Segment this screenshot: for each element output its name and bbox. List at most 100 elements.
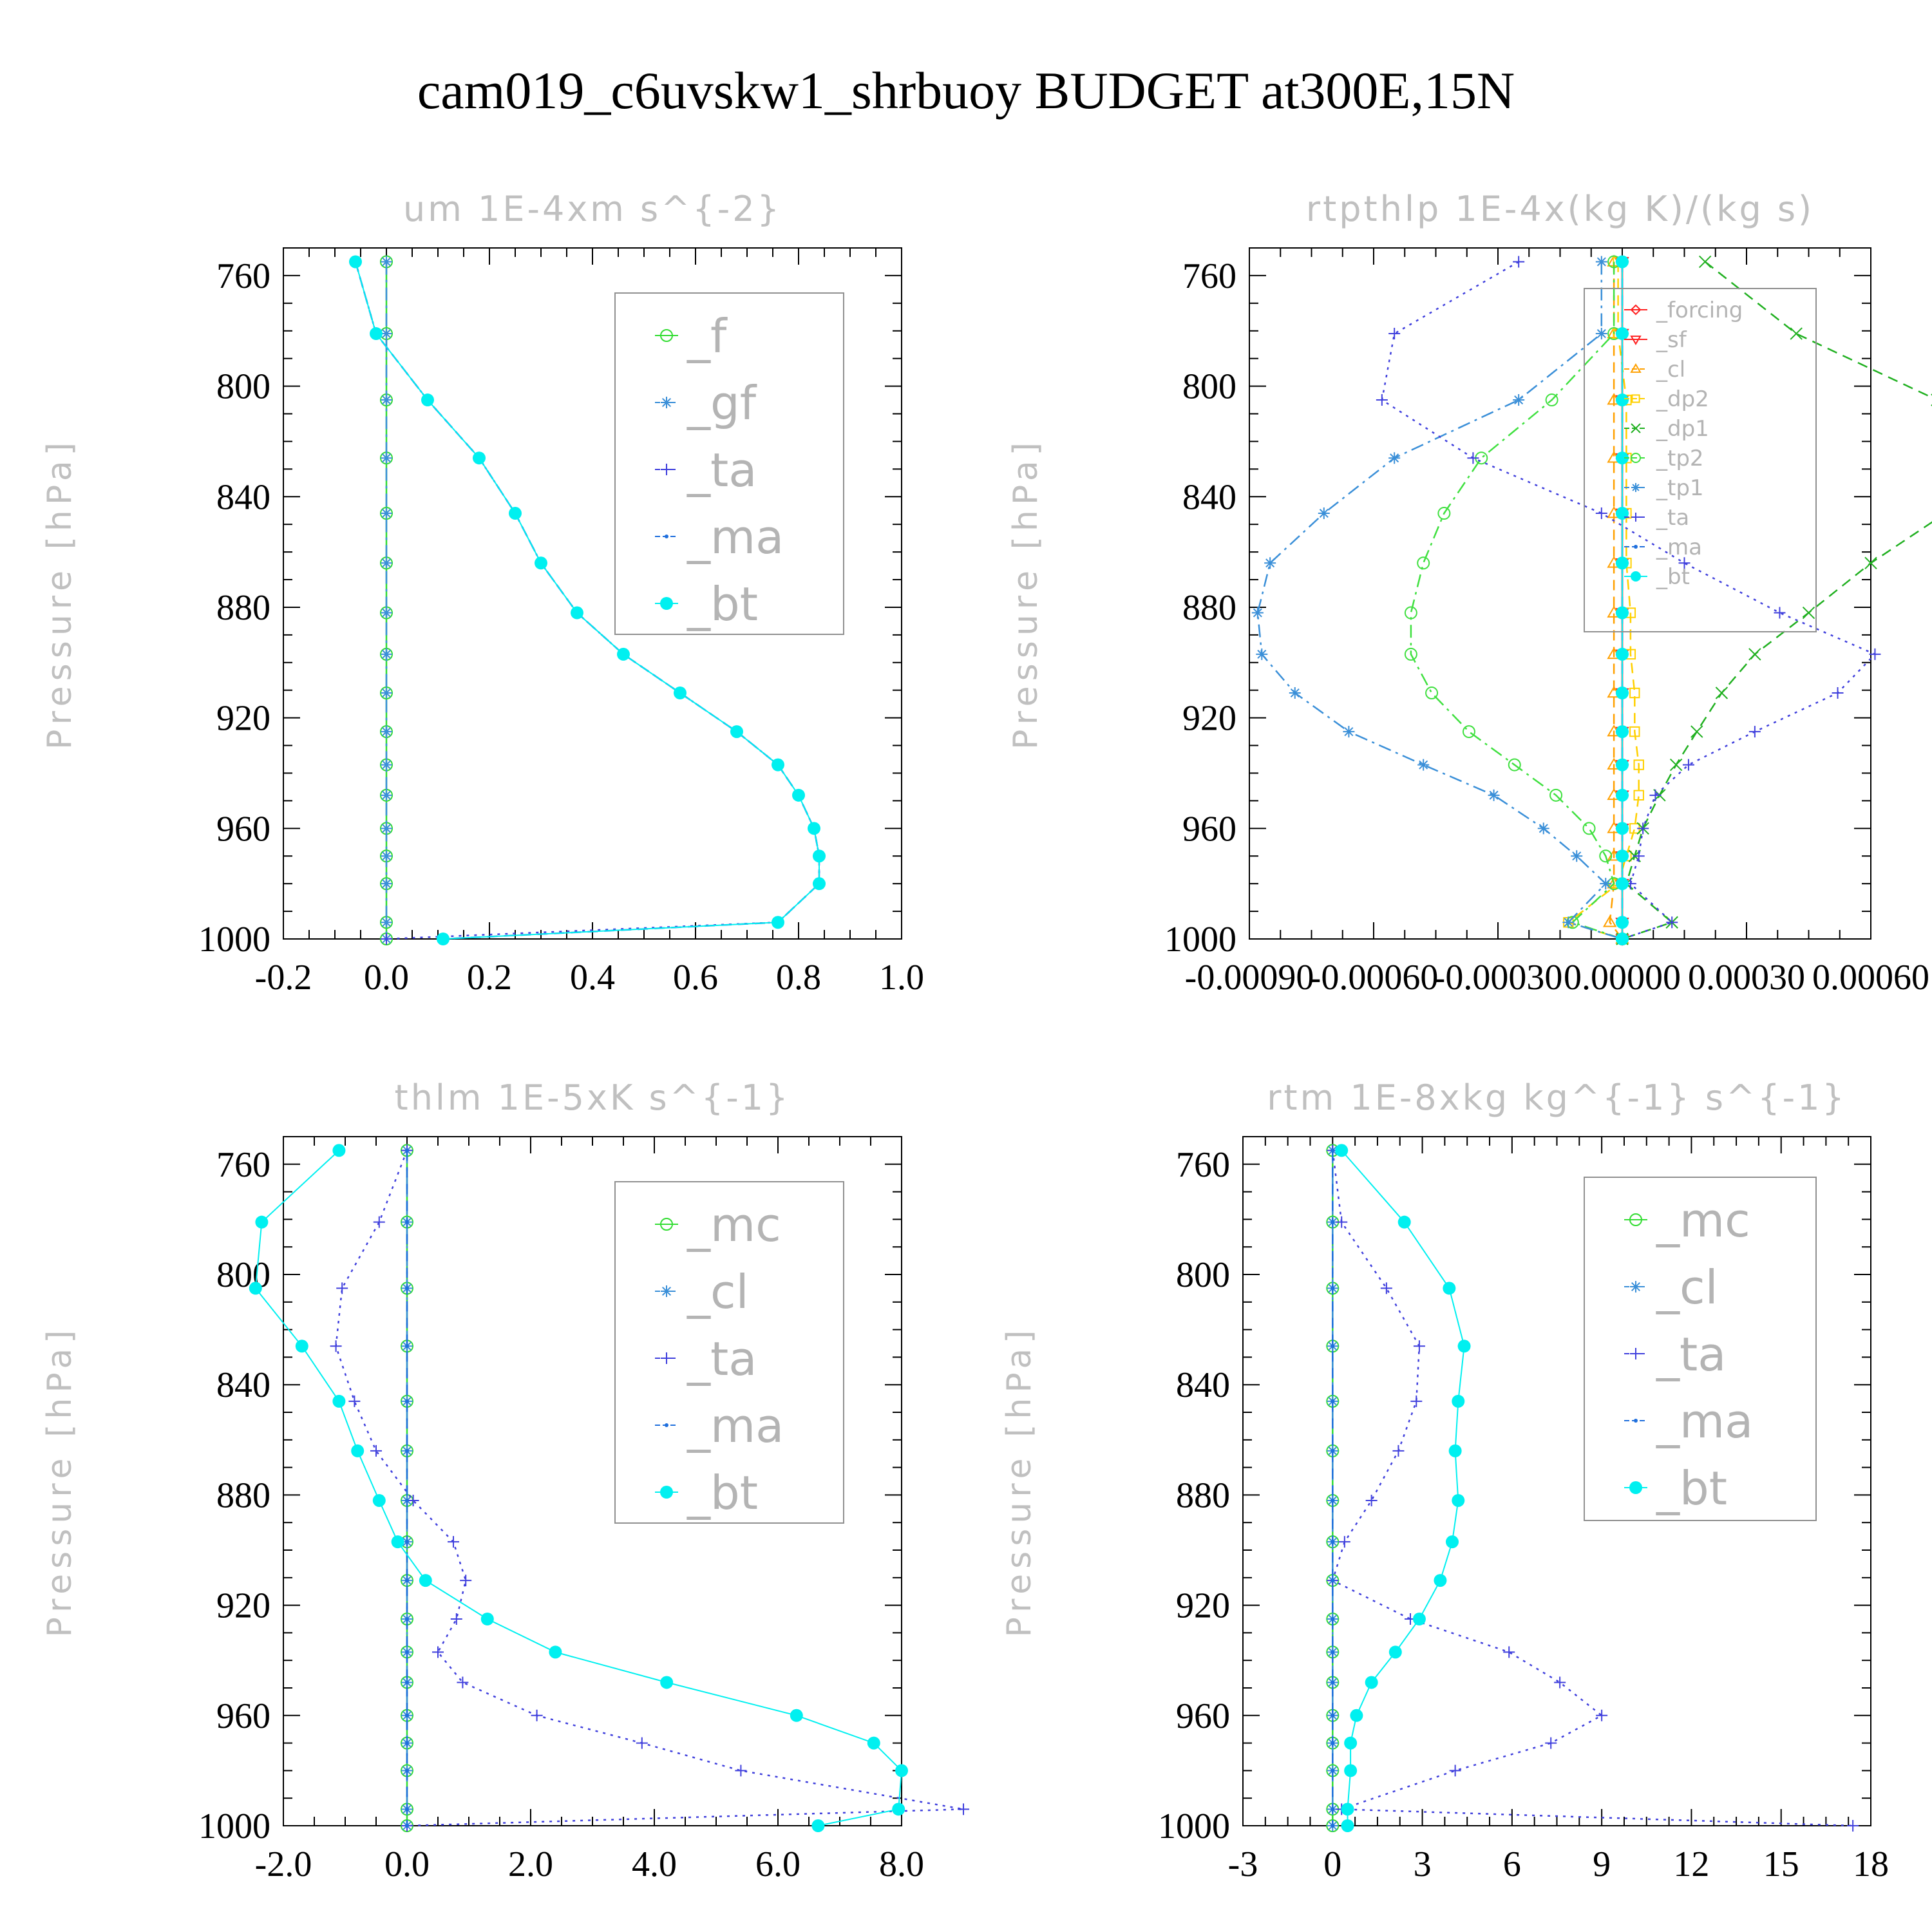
x-tick-label: -3 xyxy=(1228,1844,1258,1884)
data-point xyxy=(405,1148,409,1153)
data-point xyxy=(811,1819,825,1832)
data-point xyxy=(1376,394,1388,406)
legend-item: _ta xyxy=(1624,1327,1726,1381)
data-point xyxy=(405,1824,409,1828)
data-point xyxy=(617,647,630,661)
legend-marker xyxy=(1630,336,1642,345)
legend-item: _ma xyxy=(1624,535,1702,560)
legend-item: _ma xyxy=(1624,1394,1753,1448)
x-tick-label: 8.0 xyxy=(879,1844,924,1884)
data-point xyxy=(405,1220,409,1224)
x-tick-label: 3 xyxy=(1414,1844,1432,1884)
data-point xyxy=(1864,556,1877,569)
data-point xyxy=(1388,328,1401,340)
legend-marker xyxy=(661,464,672,475)
data-point xyxy=(790,1709,803,1722)
data-point xyxy=(1341,1803,1354,1816)
y-tick-label: 800 xyxy=(1182,367,1236,407)
data-point xyxy=(1417,556,1430,570)
data-point xyxy=(1388,1645,1402,1659)
y-tick-label: 920 xyxy=(1176,1586,1230,1626)
series-cl xyxy=(1602,254,1629,944)
y-tick-label: 800 xyxy=(216,1255,270,1295)
data-point xyxy=(1503,1646,1515,1658)
legend-label: _cl xyxy=(1656,1260,1718,1314)
data-point xyxy=(1690,725,1703,738)
data-point xyxy=(1331,1220,1335,1224)
legend-marker xyxy=(665,535,668,538)
data-point xyxy=(457,1676,469,1689)
data-point xyxy=(330,1340,342,1352)
y-tick-label: 960 xyxy=(1182,809,1236,849)
data-point xyxy=(1289,687,1301,699)
legend-marker xyxy=(660,329,673,342)
data-point xyxy=(421,393,434,407)
series-ta xyxy=(330,1144,969,1832)
x-tick-label: 0.4 xyxy=(570,958,615,998)
data-point xyxy=(1256,648,1268,660)
y-tick-label: 840 xyxy=(1182,477,1236,517)
data-point xyxy=(405,1448,409,1453)
data-point xyxy=(407,1494,419,1506)
series-bt xyxy=(1335,1144,1471,1832)
data-point xyxy=(813,877,826,891)
legend-marker xyxy=(661,1352,672,1364)
legend-item: _dp2 xyxy=(1624,386,1709,412)
legend-item: _ma xyxy=(655,510,784,564)
data-point xyxy=(348,1395,361,1407)
legend-item: _bt xyxy=(655,577,758,631)
data-point xyxy=(372,1493,386,1507)
data-point xyxy=(1790,327,1803,340)
series-ma xyxy=(405,1148,409,1828)
data-point xyxy=(332,1394,346,1408)
data-point xyxy=(351,1444,365,1457)
data-point xyxy=(1595,328,1607,340)
data-point xyxy=(1571,850,1583,862)
data-point xyxy=(1616,849,1629,863)
legend-label: _ta xyxy=(1656,1327,1726,1381)
data-point xyxy=(772,758,784,772)
x-tick-label: 0.00030 xyxy=(1688,958,1805,998)
legend-marker xyxy=(665,1423,668,1427)
data-point xyxy=(405,1286,409,1291)
x-tick-label: 4.0 xyxy=(632,1844,677,1884)
data-point xyxy=(405,1807,409,1812)
data-point xyxy=(1388,452,1401,464)
data-point xyxy=(405,1768,409,1773)
data-point xyxy=(1562,916,1575,929)
y-tick-label: 1000 xyxy=(1164,920,1236,960)
data-point xyxy=(405,1617,409,1621)
legend-label: _cl xyxy=(687,1265,749,1319)
data-point xyxy=(1336,1216,1348,1228)
legend-marker xyxy=(1631,571,1641,582)
y-tick-label: 920 xyxy=(1182,699,1236,739)
x-tick-label: 15 xyxy=(1763,1844,1799,1884)
legend-item: _ta xyxy=(655,1332,757,1386)
data-point xyxy=(405,1650,409,1654)
legend-label: _bt xyxy=(687,577,758,631)
data-point xyxy=(1616,877,1629,891)
panel-title: rtm 1E-8xkg kg^{-1} s^{-1} xyxy=(1267,1077,1847,1118)
data-point xyxy=(381,607,392,619)
data-point xyxy=(370,327,383,341)
data-point xyxy=(1748,726,1761,738)
series-tp2 xyxy=(1404,255,1629,945)
data-point xyxy=(405,1578,409,1583)
x-tick-label: 0.0 xyxy=(384,1844,430,1884)
data-point xyxy=(813,849,826,863)
data-point xyxy=(381,789,392,801)
legend: _f _gf _ta _ma _bt xyxy=(614,292,844,635)
legend-marker xyxy=(660,1486,673,1499)
legend-item: _ta xyxy=(655,443,757,497)
data-point xyxy=(1637,822,1649,835)
legend-item: _mc xyxy=(1624,1193,1750,1247)
legend-marker xyxy=(1630,1348,1642,1359)
legend-item: _bt xyxy=(1624,564,1690,590)
data-point xyxy=(1596,1709,1608,1721)
plot-frame xyxy=(1249,247,1871,940)
data-point xyxy=(549,1645,562,1659)
legend-label: _mc xyxy=(687,1198,781,1252)
y-tick-label: 800 xyxy=(216,367,270,407)
data-point xyxy=(381,687,392,699)
